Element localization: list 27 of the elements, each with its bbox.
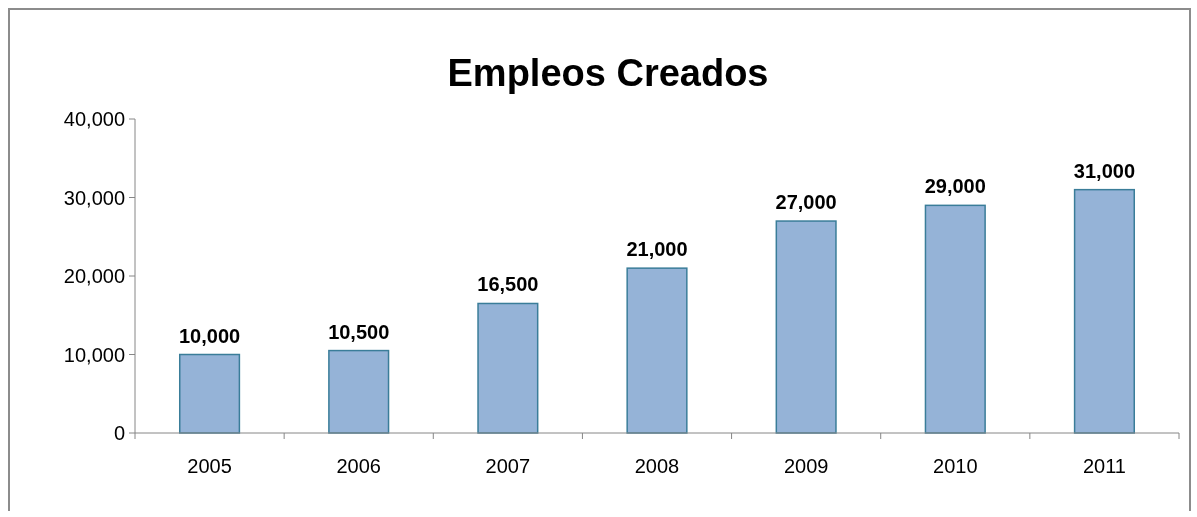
- bar: [924, 204, 986, 434]
- x-tick-label: 2009: [783, 455, 829, 477]
- y-tick-label: 0: [113, 422, 125, 444]
- data-label: 10,000: [178, 324, 241, 347]
- chart-title: Empleos Creados: [447, 52, 769, 94]
- x-tick-label: 2005: [187, 455, 232, 477]
- data-label: 10,500: [328, 320, 390, 343]
- x-tick-label: 2011: [1082, 455, 1126, 477]
- data-label: 27,000: [775, 191, 837, 214]
- bar: [1073, 188, 1136, 434]
- y-tick-label: 10,000: [63, 343, 125, 366]
- x-tick-label: 2006: [336, 455, 381, 477]
- data-label: 16,500: [477, 273, 539, 296]
- y-tick-label: 20,000: [63, 265, 125, 287]
- y-tick-label: 30,000: [63, 186, 125, 209]
- bar: [626, 267, 688, 434]
- bar: [178, 353, 241, 434]
- x-tick-label: 2008: [634, 455, 680, 477]
- data-label: 21,000: [626, 238, 688, 261]
- bar: [775, 220, 837, 434]
- data-label: 31,000: [1073, 159, 1136, 182]
- y-tick-label: 40,000: [63, 108, 125, 130]
- bar: [477, 302, 539, 434]
- data-label: 29,000: [924, 175, 986, 198]
- bar: [328, 349, 390, 434]
- x-tick-label: 2007: [485, 455, 531, 477]
- x-tick-label: 2010: [933, 455, 978, 477]
